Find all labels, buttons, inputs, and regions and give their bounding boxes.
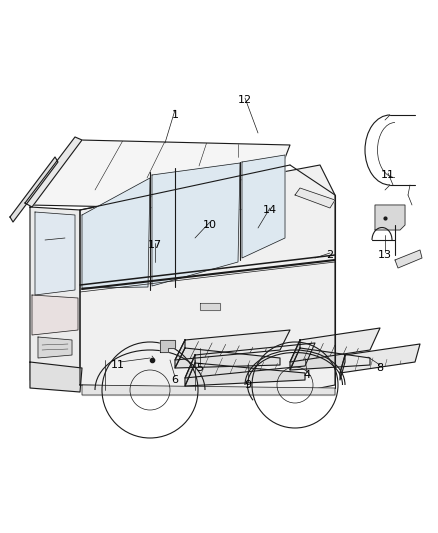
- Polygon shape: [35, 212, 75, 295]
- Text: 8: 8: [376, 363, 384, 373]
- Polygon shape: [30, 207, 80, 385]
- Polygon shape: [38, 337, 72, 358]
- Polygon shape: [32, 295, 78, 335]
- Text: 6: 6: [172, 375, 179, 385]
- Polygon shape: [340, 355, 345, 380]
- Polygon shape: [242, 155, 285, 258]
- Polygon shape: [340, 344, 420, 373]
- Text: 17: 17: [148, 240, 162, 250]
- Text: 2: 2: [326, 250, 334, 260]
- Text: 12: 12: [238, 95, 252, 105]
- Polygon shape: [10, 157, 58, 222]
- Text: 9: 9: [244, 380, 251, 390]
- Polygon shape: [295, 188, 335, 208]
- Polygon shape: [175, 330, 290, 360]
- Polygon shape: [290, 348, 370, 370]
- Text: 11: 11: [381, 170, 395, 180]
- Polygon shape: [375, 205, 405, 230]
- Polygon shape: [395, 250, 422, 268]
- Polygon shape: [185, 343, 315, 378]
- Polygon shape: [185, 355, 195, 386]
- Text: 11: 11: [111, 360, 125, 370]
- Polygon shape: [200, 303, 220, 310]
- Polygon shape: [290, 340, 300, 370]
- Text: 10: 10: [203, 220, 217, 230]
- Text: 14: 14: [263, 205, 277, 215]
- Text: 5: 5: [197, 363, 204, 373]
- Polygon shape: [185, 363, 305, 386]
- Polygon shape: [82, 178, 150, 288]
- Polygon shape: [175, 340, 185, 368]
- Polygon shape: [160, 340, 175, 352]
- Text: 1: 1: [172, 110, 179, 120]
- Text: 13: 13: [378, 250, 392, 260]
- Polygon shape: [80, 165, 335, 390]
- Text: 4: 4: [304, 370, 311, 380]
- Polygon shape: [152, 163, 240, 286]
- Polygon shape: [290, 328, 380, 362]
- Polygon shape: [82, 385, 335, 395]
- Polygon shape: [30, 140, 290, 210]
- Polygon shape: [175, 348, 280, 368]
- Polygon shape: [25, 137, 82, 207]
- Polygon shape: [30, 362, 82, 392]
